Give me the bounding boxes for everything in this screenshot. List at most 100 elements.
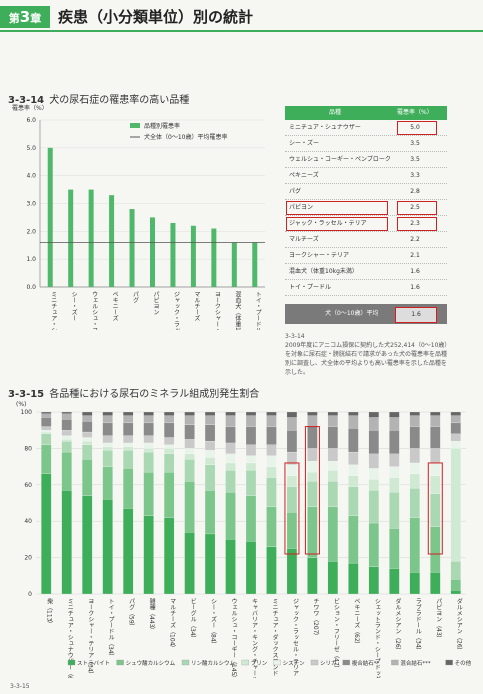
table-header: 品種 罹患率（%）	[285, 106, 447, 120]
stacked-segment	[409, 426, 420, 449]
y-tick-label: 0.0	[26, 284, 36, 291]
legend-label: プリン	[251, 660, 268, 667]
stacked-segment	[61, 419, 72, 431]
stacked-segment	[348, 475, 359, 487]
table-cell-rate: 5.0	[410, 124, 420, 131]
stacked-segment	[286, 464, 298, 476]
stacked-segment	[409, 488, 420, 518]
stacked-bar-chart-mineral: (%) 0 20 40 60 80 100 柴（113） ミニチュア・シュナウザー（62） ヨーク…	[16, 401, 472, 678]
stacked-segment	[266, 506, 277, 547]
stacked-segment	[327, 448, 339, 462]
table-cell-rate: 1.6	[410, 284, 420, 291]
y-tick-label: 3.0	[26, 201, 36, 208]
stacked-segment	[184, 448, 195, 454]
legend-swatch	[116, 659, 124, 666]
table-cell-breed: ペキニーズ	[289, 172, 319, 179]
stacked-segment	[184, 424, 195, 440]
stacked-segment	[225, 539, 236, 595]
stacked-segment	[143, 415, 154, 424]
stacked-segment	[409, 415, 420, 427]
stacked-segment	[389, 528, 400, 569]
table-row: ウェルシュ・コーギー・ペンブローク 3.5	[285, 152, 447, 168]
stacked-segment	[41, 431, 52, 434]
stacked-segment	[307, 557, 318, 595]
stacked-segment	[82, 431, 93, 438]
stacked-segment	[327, 506, 339, 562]
stacked-segment	[348, 562, 359, 595]
x-tick-label: ジャック・ラッセル・テリア（193）	[291, 598, 298, 678]
stacked-segment	[245, 411, 257, 416]
stacked-segment	[123, 450, 134, 469]
stacked-segment	[184, 459, 195, 482]
bar	[68, 189, 74, 287]
stacked-segment	[286, 475, 298, 487]
stacked-segment	[82, 495, 93, 595]
bar	[211, 228, 217, 287]
figure1-caption: 3-3-14 犬の尿石症の罹患率の高い品種	[8, 88, 189, 107]
stacked-segment	[307, 471, 318, 482]
stacked-segment	[368, 468, 379, 480]
stacked-segment	[225, 426, 236, 444]
x-tick-label: ビション・フリーゼ（47）	[332, 597, 339, 671]
x-tick-label: パピヨン	[152, 291, 159, 315]
stacked-segment	[348, 486, 359, 516]
stacked-segment	[450, 448, 461, 562]
stacked-segment	[143, 451, 154, 473]
x-tick-label: シェットランド・シープドッグ（70）	[373, 598, 380, 678]
bar	[109, 195, 115, 287]
x-tick-label: シー・ズー（84）	[210, 598, 217, 648]
stacked-segment	[225, 415, 236, 427]
table-cell-rate: 2.2	[410, 236, 420, 243]
stacked-segment	[163, 471, 175, 518]
table-cell-rate: 3.5	[410, 140, 420, 147]
stacked-segment	[61, 430, 72, 436]
table-average-label: 犬（0〜10歳）平均	[325, 310, 379, 317]
figure1-number: 3-3-14	[8, 95, 45, 106]
figure2-caption: 3-3-15 各品種における尿石のミネラル組成別発生割合	[8, 382, 259, 401]
bar	[150, 217, 155, 287]
stacked-segment	[225, 462, 236, 471]
y-axis-label: 罹患率（%）	[12, 104, 48, 112]
table-row: パピヨン 2.5	[285, 200, 447, 216]
chapter-badge: 第3章	[0, 6, 50, 28]
stacked-segment	[450, 411, 461, 416]
table-header-breed: 品種	[329, 109, 342, 116]
stacked-segment	[450, 561, 461, 580]
x-tick-label: パピヨン（43）	[435, 598, 442, 642]
table-cell-breed: 混血犬（体重10kg未満）	[289, 268, 358, 275]
legend-label: シュウ酸カルシウム	[126, 659, 176, 667]
stacked-segment	[307, 415, 318, 427]
x-tick-label: ウェルシュ・コーギー・ペンブローク	[91, 291, 98, 330]
legend-label: シリカ	[320, 660, 337, 667]
legend-label: 品種別罹患率	[144, 122, 180, 130]
stacked-segment	[163, 422, 175, 438]
stacked-segment	[430, 526, 441, 573]
stacked-segment	[123, 415, 134, 424]
stacked-segment	[245, 541, 257, 595]
stacked-segment	[143, 435, 154, 444]
bar	[88, 189, 94, 287]
y-axis-label: (%)	[16, 401, 26, 408]
stacked-segment	[184, 411, 195, 416]
table-row: トイ・プードル 1.6	[285, 280, 447, 296]
x-tick-label: ミニチュア・シュナウザー	[50, 291, 57, 330]
x-tick-label: キャバリア・キング・チャールズ（84）	[251, 598, 258, 678]
stacked-segment	[204, 424, 216, 442]
stacked-segment	[348, 515, 359, 564]
stacked-segment	[225, 442, 236, 454]
table-cell-breed: ミニチュア・シュナウザー	[289, 124, 361, 131]
legend-label: その他	[455, 659, 472, 667]
table-cell-breed: パグ	[289, 188, 302, 195]
table-cell-breed: トイ・プードル	[289, 284, 332, 291]
stacked-segment	[266, 466, 277, 478]
table-cell-rate: 2.3	[410, 220, 420, 227]
table-average-value: 1.6	[395, 307, 437, 323]
stacked-segment	[102, 415, 113, 424]
stacked-segment	[266, 546, 277, 595]
stacked-segment	[430, 448, 441, 464]
stacked-segment	[389, 417, 400, 431]
bar	[170, 222, 176, 287]
stacked-segment	[82, 415, 93, 422]
stacked-segment	[327, 470, 339, 482]
stacked-segment	[368, 453, 379, 469]
